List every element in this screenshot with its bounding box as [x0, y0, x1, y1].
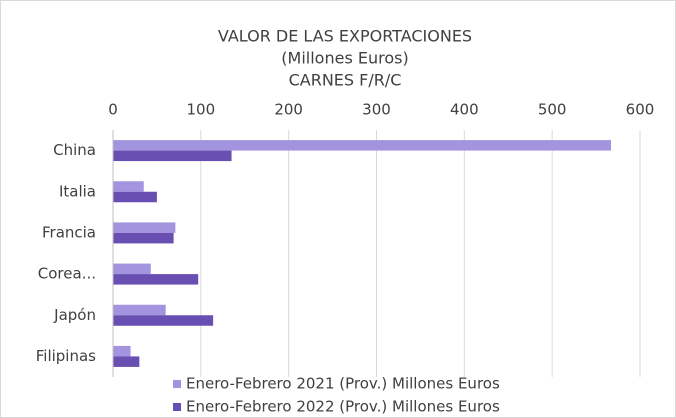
legend-label: Enero-Febrero 2021 (Prov.) Millones Euro…	[186, 375, 500, 393]
y-tick-label: Francia	[42, 223, 96, 241]
chart-title: VALOR DE LAS EXPORTACIONES	[218, 27, 472, 46]
bar	[113, 222, 176, 233]
x-tick-label: 600	[626, 101, 655, 119]
y-tick-label: Filipinas	[36, 347, 96, 365]
x-tick-label: 500	[538, 101, 567, 119]
chart-subtitle: (Millones Euros)	[281, 49, 408, 68]
y-tick-label: Corea...	[38, 265, 96, 283]
bar	[113, 274, 199, 285]
bar	[113, 304, 166, 316]
x-tick-label: 100	[187, 101, 216, 119]
chart-subtitle: CARNES F/R/C	[289, 71, 402, 90]
y-tick-label: Italia	[59, 182, 96, 200]
bar	[113, 181, 144, 192]
legend-swatch	[173, 403, 181, 411]
y-tick-label: Japón	[53, 306, 96, 324]
bar	[113, 232, 174, 244]
bar	[113, 356, 140, 367]
x-tick-label: 0	[108, 101, 118, 119]
bar	[113, 345, 131, 357]
x-tick-label: 200	[274, 101, 303, 119]
bar	[113, 150, 232, 162]
x-tick-label: 400	[450, 101, 479, 119]
legend-swatch	[173, 380, 181, 388]
x-tick-label: 300	[362, 101, 391, 119]
bar	[113, 263, 151, 275]
y-tick-label: China	[53, 141, 96, 159]
legend-label: Enero-Febrero 2022 (Prov.) Millones Euro…	[186, 398, 500, 416]
bar	[113, 191, 157, 203]
bar	[113, 315, 214, 326]
bar	[113, 140, 612, 151]
